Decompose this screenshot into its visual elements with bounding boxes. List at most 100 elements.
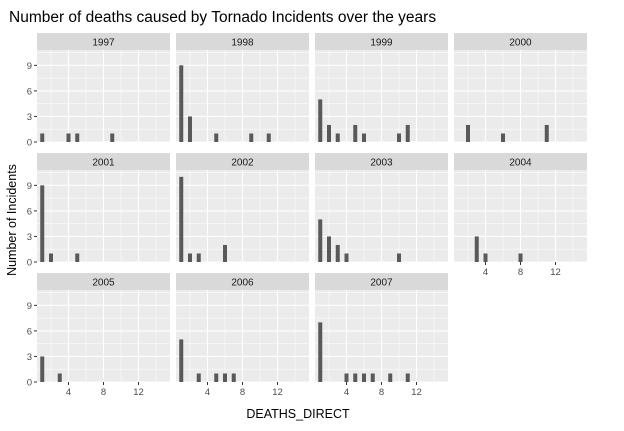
facet-strip <box>37 33 170 50</box>
facet-panel-2000: 2000 <box>454 33 587 143</box>
facet-strip <box>454 33 587 50</box>
bar <box>370 373 375 382</box>
x-tick-label: 12 <box>133 387 144 398</box>
bar <box>353 373 358 382</box>
bar <box>66 133 71 142</box>
facet-strip-label: 2007 <box>370 278 393 289</box>
bar <box>318 322 323 382</box>
x-tick-label: 12 <box>272 387 283 398</box>
facet-panel-2005: 2005 <box>37 273 170 383</box>
facet-panels: 1997 1998 1999 2000 2001 2002 2003 2004 2005 2006… <box>37 33 587 383</box>
y-tick-label: 6 <box>27 206 32 217</box>
bar <box>501 133 505 142</box>
bar <box>518 253 523 262</box>
facet-strip <box>454 153 587 170</box>
facet-panel-2004: 2004 <box>454 153 587 263</box>
facet-strip-label: 2002 <box>231 158 254 169</box>
bar <box>40 356 45 382</box>
chart-title: Number of deaths caused by Tornado Incid… <box>9 9 436 26</box>
bar <box>344 373 349 382</box>
bar <box>466 124 470 142</box>
y-axis-row-3: 0 3 6 9 <box>27 301 37 389</box>
bar <box>196 373 201 382</box>
y-axis-row-2: 0 3 6 9 <box>27 181 37 269</box>
facet-strip <box>315 33 448 50</box>
facet-strip <box>37 153 170 170</box>
y-axis-title: Number of Incidents <box>5 164 19 276</box>
facet-strip-label: 2004 <box>509 158 532 169</box>
bar <box>223 373 227 382</box>
y-tick-label: 0 <box>27 138 32 149</box>
facet-strip <box>176 33 309 50</box>
y-tick-label: 3 <box>27 352 32 363</box>
x-tick-label: 4 <box>205 387 210 398</box>
y-axis-row-1: 0 3 6 9 <box>27 61 37 149</box>
bar <box>179 65 184 142</box>
facet-strip-label: 2006 <box>231 278 254 289</box>
facet-strip-label: 2005 <box>92 278 115 289</box>
bar <box>318 219 323 262</box>
facet-strip-label: 1997 <box>92 38 115 49</box>
bar <box>223 244 227 262</box>
bar <box>353 124 358 142</box>
facet-panel-2006: 2006 <box>176 273 309 383</box>
bar <box>40 133 45 142</box>
bar <box>179 339 184 382</box>
bar <box>362 373 366 382</box>
facet-panel-2003: 2003 <box>315 153 448 263</box>
facet-strip <box>176 273 309 290</box>
bar <box>483 253 488 262</box>
bar <box>405 373 410 382</box>
x-axis-2006: 4 8 12 <box>205 382 283 398</box>
bar <box>75 253 80 262</box>
facet-strip-label: 1999 <box>370 38 393 49</box>
x-axes: 4 8 12 4 8 12 4 8 12 4 8 12 <box>66 262 561 398</box>
bar <box>405 124 410 142</box>
bar <box>397 133 401 142</box>
facet-strip-label: 2001 <box>92 158 115 169</box>
facet-strip <box>315 273 448 290</box>
bar <box>57 373 62 382</box>
bar <box>40 185 45 262</box>
bar <box>544 124 549 142</box>
bar <box>110 133 115 142</box>
bar <box>75 133 80 142</box>
y-axes: 0 3 6 9 0 3 6 9 0 3 6 9 <box>27 61 37 389</box>
bar <box>318 99 323 142</box>
facet-strip <box>37 273 170 290</box>
bar <box>327 124 331 142</box>
bar <box>196 253 201 262</box>
x-tick-label: 8 <box>379 387 384 398</box>
bar <box>397 253 401 262</box>
bar <box>214 373 219 382</box>
bar <box>49 253 53 262</box>
y-tick-label: 3 <box>27 232 32 243</box>
y-tick-label: 6 <box>27 86 32 97</box>
y-tick-label: 9 <box>27 301 32 312</box>
bar <box>249 133 254 142</box>
x-tick-label: 12 <box>550 267 561 278</box>
y-tick-label: 6 <box>27 326 32 337</box>
bar <box>188 253 192 262</box>
x-tick-label: 4 <box>483 267 488 278</box>
bar <box>231 373 236 382</box>
y-tick-label: 9 <box>27 181 32 192</box>
bar <box>388 373 393 382</box>
x-tick-label: 8 <box>518 267 523 278</box>
x-tick-label: 12 <box>411 387 422 398</box>
y-tick-label: 0 <box>27 378 32 389</box>
x-axis-2007: 4 8 12 <box>344 382 422 398</box>
bar <box>335 133 340 142</box>
facet-panel-2001: 2001 <box>37 153 170 263</box>
facet-strip <box>176 153 309 170</box>
x-tick-label: 4 <box>344 387 349 398</box>
bar <box>344 253 349 262</box>
y-tick-label: 9 <box>27 61 32 72</box>
y-tick-label: 0 <box>27 258 32 269</box>
facet-strip-label: 1998 <box>231 38 254 49</box>
bar <box>362 133 366 142</box>
facet-strip-label: 2000 <box>509 38 532 49</box>
facet-strip-label: 2003 <box>370 158 393 169</box>
bar <box>188 116 192 142</box>
